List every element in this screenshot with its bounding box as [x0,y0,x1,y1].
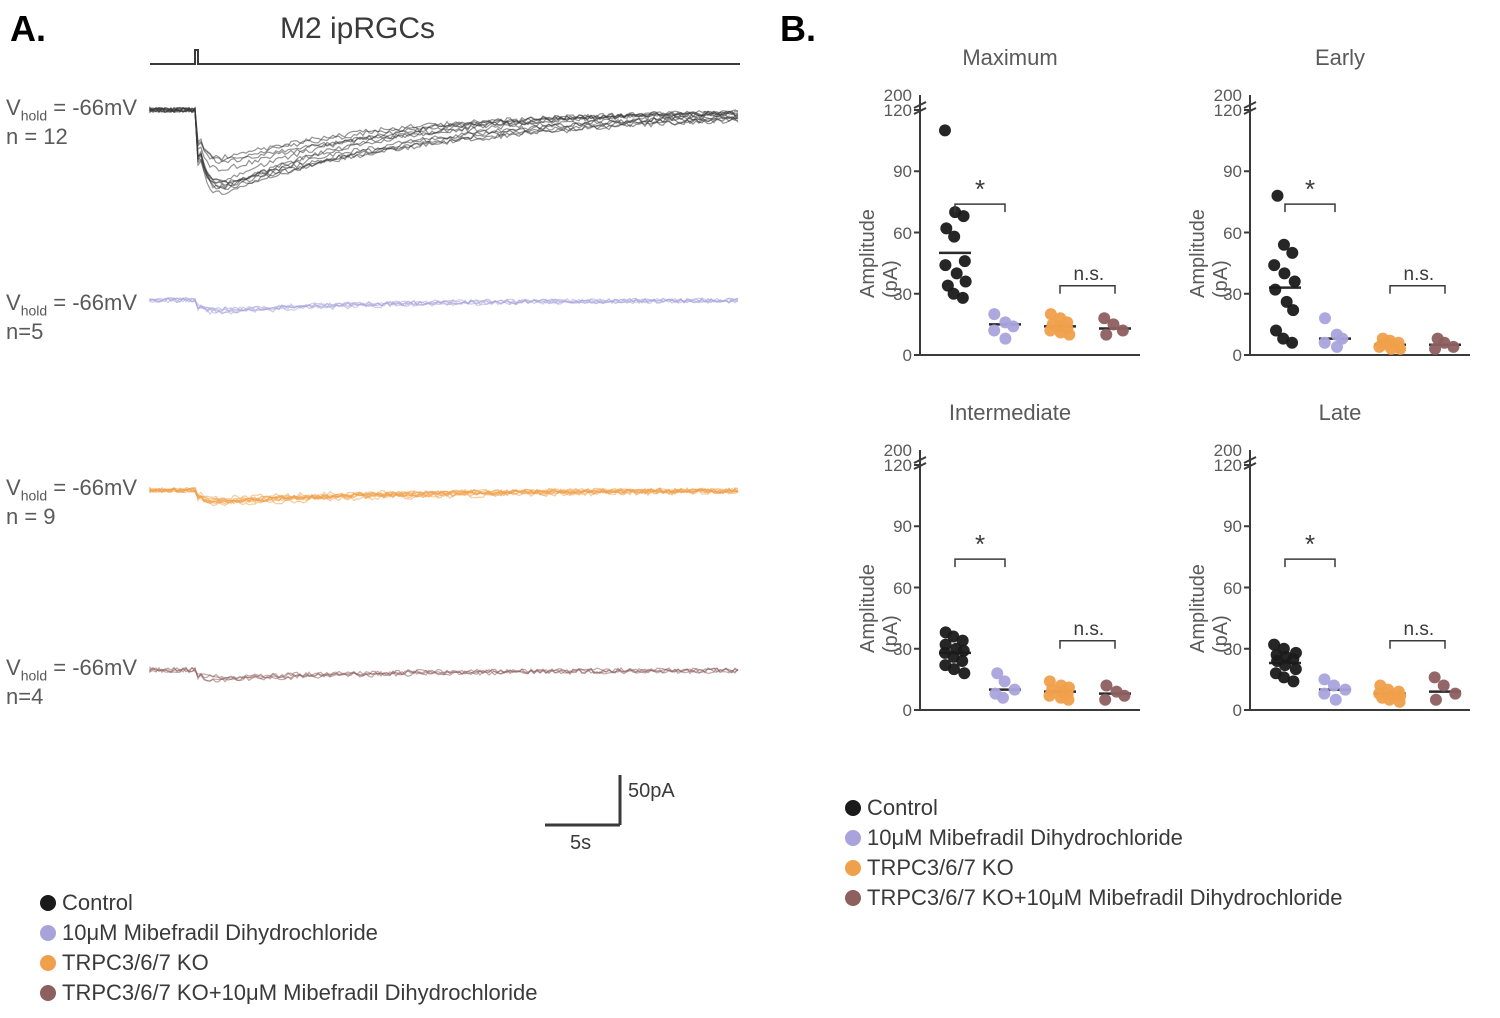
subplot-intermediate: IntermediateAmplitude (pA)0306090120200*… [870,430,1150,720]
trace-label-2: Vhold = -66mV n=5 [6,290,137,346]
legend-item: TRPC3/6/7 KO [845,855,1342,881]
legend-label: Control [867,795,938,821]
legend-item: Control [845,795,1342,821]
legend-dot-icon [845,860,861,876]
legend-dot-icon [40,925,56,941]
legend-b: Control 10μM Mibefradil Dihydrochloride TR… [845,795,1342,915]
subplot-title: Maximum [870,45,1150,71]
subplot-early: EarlyAmplitude (pA)0306090120200*n.s. [1200,75,1480,365]
legend-label: Control [62,890,133,916]
legend-label: 10μM Mibefradil Dihydrochloride [62,920,378,946]
legend-item: TRPC3/6/7 KO+10μM Mibefradil Dihydrochlo… [40,980,537,1006]
legend-dot-icon [845,890,861,906]
legend-dot-icon [40,955,56,971]
subplot-late: LateAmplitude (pA)0306090120200*n.s. [1200,430,1480,720]
legend-item: TRPC3/6/7 KO+10μM Mibefradil Dihydrochlo… [845,885,1342,911]
panel-a: A. M2 ipRGCs Vhold = -66mV n = 12 Vhold … [0,0,770,1018]
subplot-maximum: MaximumAmplitude (pA)0306090120200*n.s. [870,75,1150,365]
scale-x-label: 5s [570,832,591,855]
subplot-title: Early [1200,45,1480,71]
legend-item: Control [40,890,537,916]
legend-dot-icon [40,895,56,911]
subplot-title: Intermediate [870,400,1150,426]
legend-dot-icon [845,800,861,816]
legend-label: TRPC3/6/7 KO+10μM Mibefradil Dihydrochlo… [867,885,1342,911]
legend-dot-icon [845,830,861,846]
legend-label: TRPC3/6/7 KO [62,950,209,976]
legend-label: 10μM Mibefradil Dihydrochloride [867,825,1183,851]
traces-svg [0,40,770,870]
panel-b-label: B. [780,8,816,50]
subplot-title: Late [1200,400,1480,426]
legend-a: Control 10μM Mibefradil Dihydrochloride TR… [40,890,537,1010]
legend-dot-icon [40,985,56,1001]
trace-label-1: Vhold = -66mV n = 12 [6,95,137,151]
legend-item: TRPC3/6/7 KO [40,950,537,976]
trace-label-3: Vhold = -66mV n = 9 [6,475,137,531]
legend-label: TRPC3/6/7 KO+10μM Mibefradil Dihydrochlo… [62,980,537,1006]
panel-b: B. MaximumAmplitude (pA)0306090120200*n.… [800,0,1500,1018]
scale-y-label: 50pA [628,780,675,803]
legend-item: 10μM Mibefradil Dihydrochloride [845,825,1342,851]
legend-item: 10μM Mibefradil Dihydrochloride [40,920,537,946]
trace-label-4: Vhold = -66mV n=4 [6,655,137,711]
legend-label: TRPC3/6/7 KO [867,855,1014,881]
